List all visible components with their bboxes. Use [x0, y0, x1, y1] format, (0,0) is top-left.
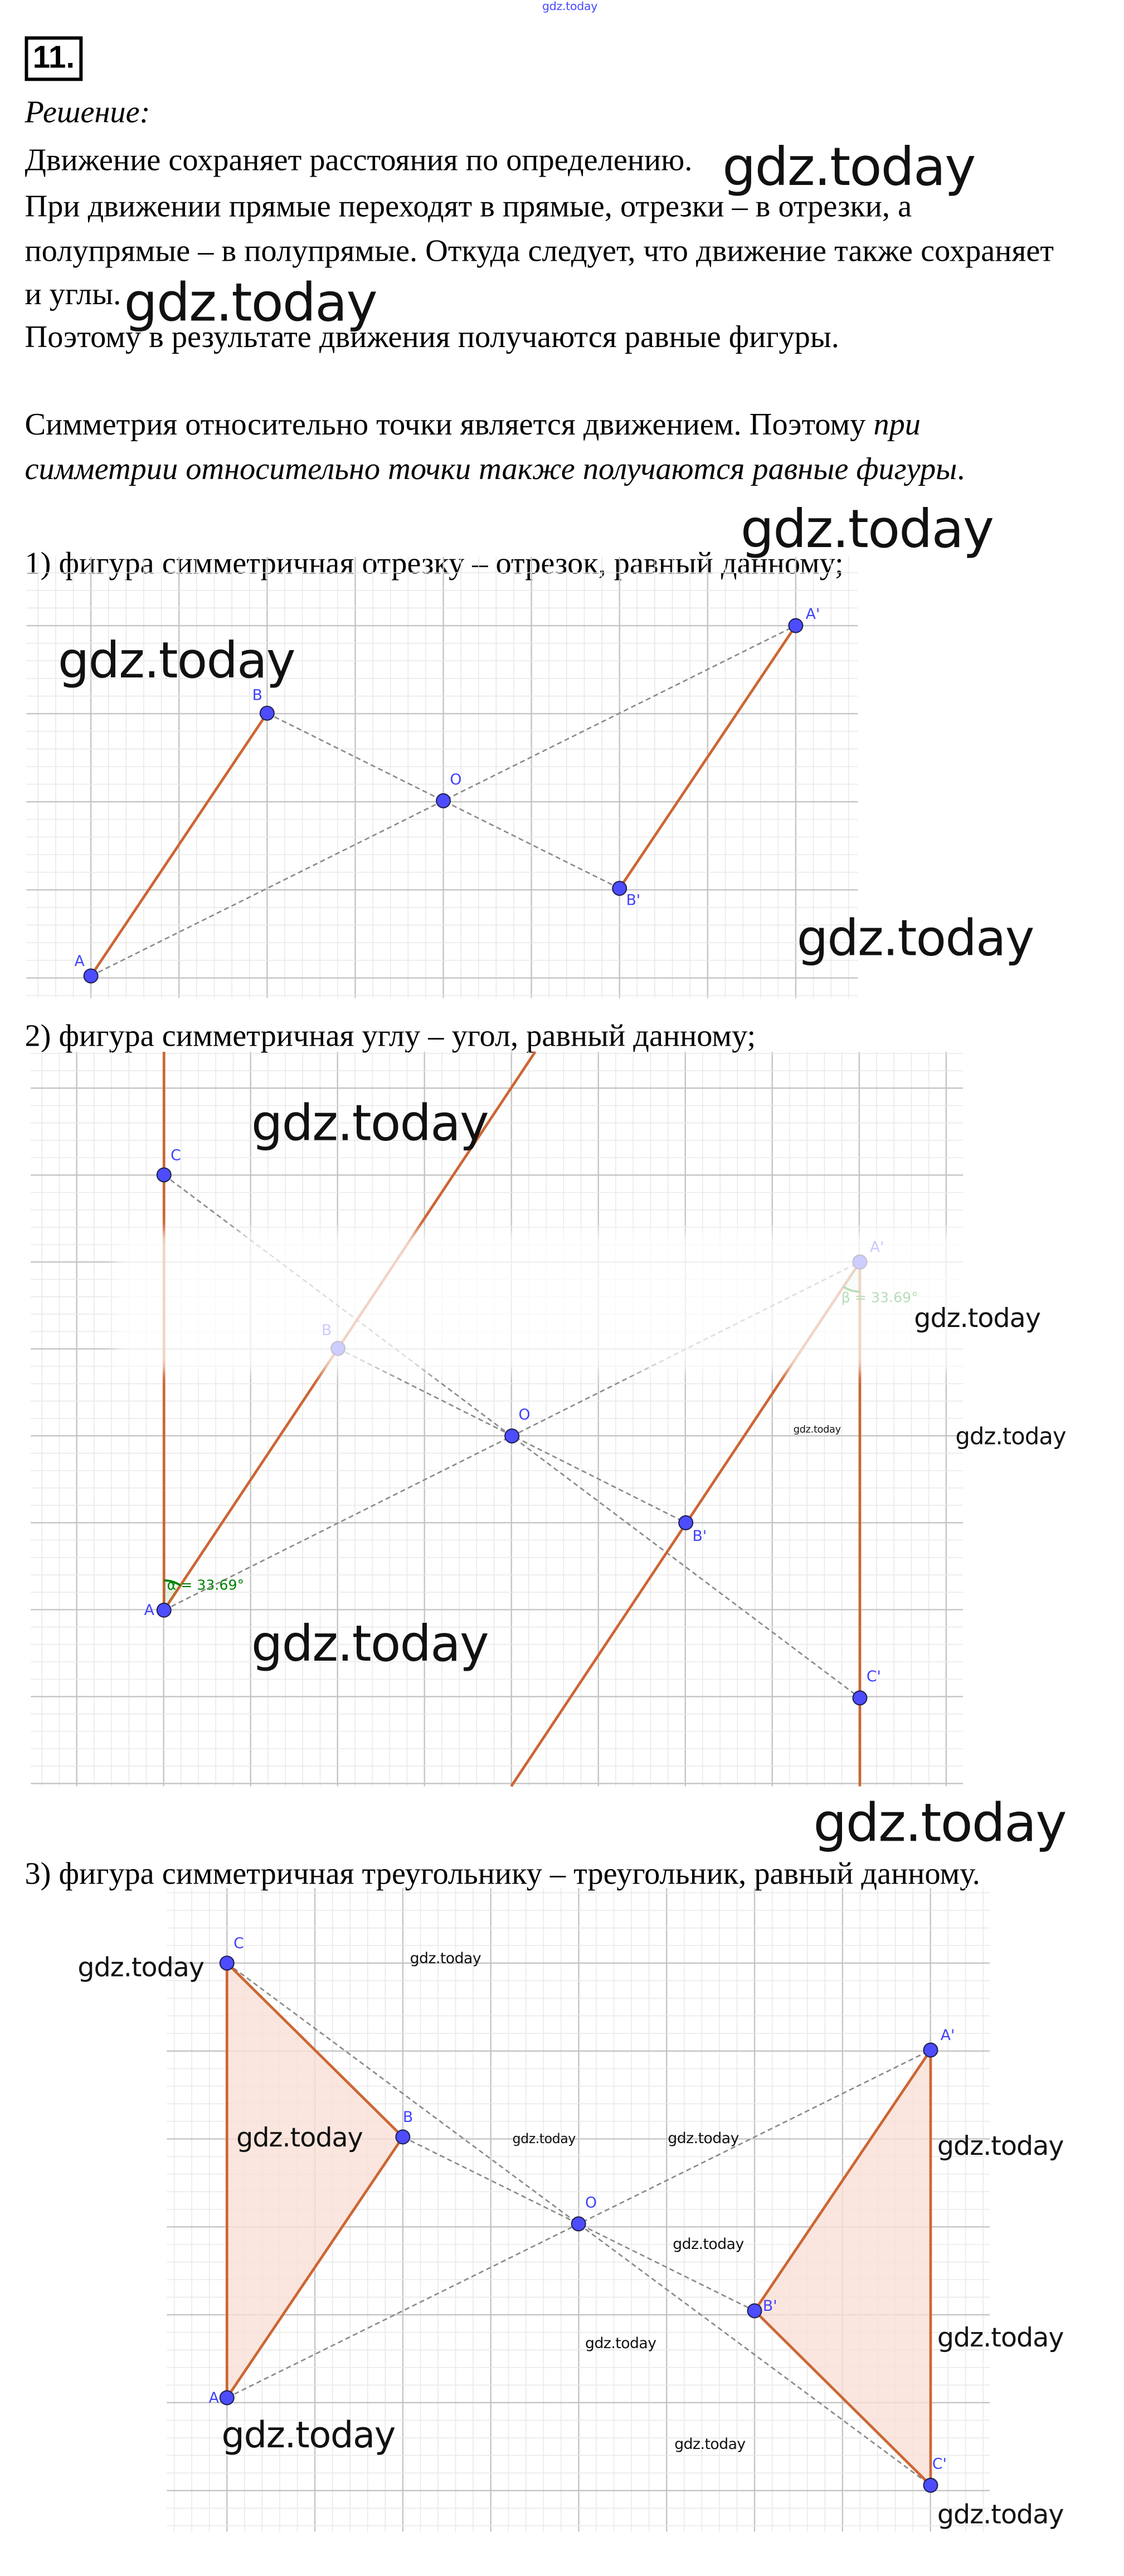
watermark: gdz.today [937, 2130, 1064, 2162]
paragraph-line: При движении прямые переходят в прямые, … [25, 190, 912, 225]
watermark: gdz.today [77, 1951, 205, 1983]
watermark: gdz.today [57, 633, 296, 691]
point-label: A' [806, 606, 820, 623]
paragraph-line: и углы. [25, 277, 121, 313]
point-label: A [144, 1602, 155, 1619]
dashed-line [90, 625, 796, 977]
case-2-caption: 2) фигура симметричная углу – угол, равн… [25, 1019, 756, 1055]
point [504, 1428, 520, 1444]
watermark: gdz.today [740, 497, 994, 560]
watermark: gdz.today [236, 2121, 363, 2153]
point [436, 793, 451, 808]
watermark: gdz.today [674, 2437, 746, 2454]
text: Симметрия относительно точки является дв… [25, 408, 874, 443]
angle-alpha-sector [164, 1580, 181, 1611]
point [219, 1955, 235, 1971]
angle-alpha-arc [164, 1579, 181, 1587]
point [83, 968, 99, 984]
watermark: gdz.today [937, 2498, 1064, 2530]
point-label: O [450, 771, 461, 788]
point-label: B' [626, 891, 641, 909]
text-italic: при [873, 408, 921, 443]
watermark: gdz.today [793, 1424, 841, 1436]
point-label: B [403, 2109, 413, 2126]
point-label: O [585, 2194, 597, 2211]
point [678, 1515, 694, 1530]
point-label: A [209, 2389, 220, 2407]
watermark: gdz.today [251, 1095, 489, 1154]
text: . [957, 452, 965, 488]
watermark: gdz.today [542, 0, 598, 13]
segment [226, 1962, 404, 2138]
point [852, 1690, 868, 1706]
point-label: C [233, 1935, 244, 1952]
point [923, 2042, 938, 2058]
segment [753, 2049, 932, 2312]
point [395, 2129, 411, 2145]
point [612, 881, 627, 896]
triangle-a1b1c1 [755, 2050, 931, 2486]
triangle-abc [227, 1963, 403, 2398]
watermark: gdz.today [796, 910, 1035, 969]
grid [31, 1051, 964, 1787]
point [923, 2477, 938, 2493]
dashed-line [402, 2136, 755, 2312]
point [259, 705, 275, 721]
point [788, 618, 804, 633]
text-italic: симметрии относительно точки также получ… [25, 452, 957, 488]
watermark: gdz.today [914, 1302, 1041, 1334]
watermark: gdz.today [512, 2131, 576, 2147]
paragraph-line: Поэтому в результате движения получаются… [25, 320, 839, 355]
watermark: gdz.today [813, 1791, 1067, 1855]
symmetry-line-1: Симметрия относительно точки является дв… [25, 408, 920, 445]
solution-label: Решение: [25, 96, 150, 131]
segment [226, 2136, 404, 2399]
point [156, 1167, 172, 1183]
watermark: gdz.today [585, 2336, 656, 2353]
point-label: B' [763, 2297, 777, 2315]
watermark-band [115, 1231, 976, 1372]
point [571, 2216, 586, 2232]
watermark: gdz.today [668, 2131, 739, 2149]
symmetry-line-2: симметрии относительно точки также получ… [25, 453, 965, 489]
point-label: A' [941, 2027, 955, 2044]
point [219, 2390, 235, 2406]
point-label: C' [932, 2456, 947, 2473]
watermark: gdz.today [955, 1424, 1066, 1451]
point-label: B [252, 686, 262, 704]
point [156, 1602, 172, 1618]
segment [618, 625, 797, 889]
paragraph-line: Движение сохраняет расстояния по определ… [25, 144, 693, 179]
paragraph-line: полупрямые – в полупрямые. Откуда следуе… [25, 235, 1054, 270]
grid [26, 557, 858, 998]
watermark: gdz.today [251, 1616, 489, 1674]
watermark: gdz.today [722, 135, 976, 198]
point [747, 2303, 762, 2319]
problem-number: 11. [25, 36, 83, 81]
watermark: gdz.today [124, 271, 377, 334]
case-3-caption: 3) фигура симметричная треугольнику – тр… [25, 1857, 980, 1892]
segment [90, 712, 269, 977]
angle-alpha-label: α = 33.69° [167, 1577, 245, 1593]
point-label: B' [693, 1528, 707, 1545]
point-label: C [171, 1146, 181, 1164]
watermark: gdz.today [937, 2321, 1064, 2353]
watermark: gdz.today [673, 2237, 744, 2254]
point-label: O [518, 1406, 530, 1423]
point-label: C' [867, 1668, 881, 1685]
watermark: gdz.today [410, 1951, 481, 1968]
watermark: gdz.today [221, 2416, 396, 2457]
point-label: A [74, 953, 85, 970]
segment [753, 2310, 932, 2486]
